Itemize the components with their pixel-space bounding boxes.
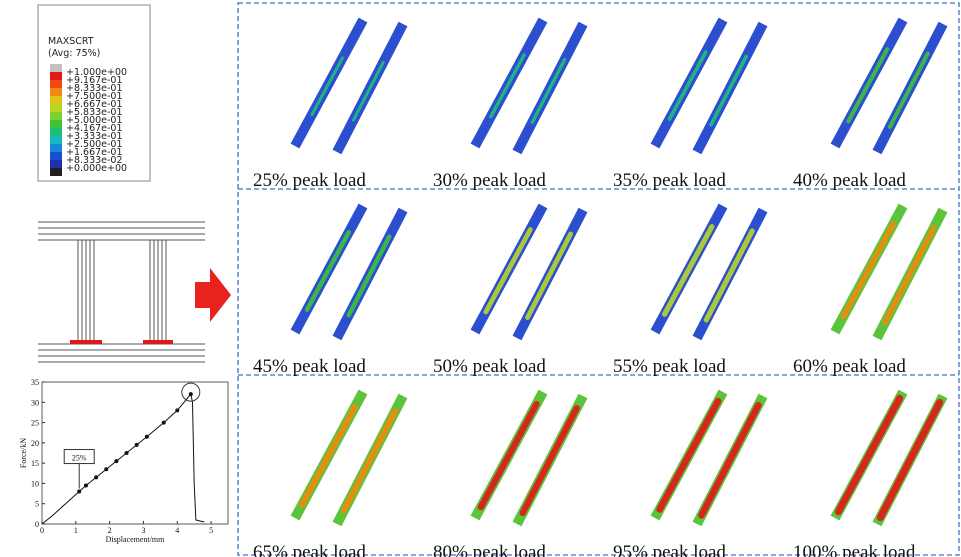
legend-swatch: [50, 80, 62, 88]
damage-zone: [349, 237, 390, 316]
curve-point: [94, 475, 98, 479]
damage-zone: [670, 52, 706, 119]
curve-point: [162, 421, 166, 425]
damage-zone: [706, 231, 752, 320]
adhesive: [143, 340, 173, 344]
legend-swatch: [50, 72, 62, 80]
figure: MAXSCRT (Avg: 75%) +1.000e+00+9.167e-01+…: [0, 0, 961, 557]
legend-swatch: [50, 136, 62, 144]
y-tick-label: 5: [35, 500, 39, 509]
legend-swatch: [50, 168, 62, 176]
curve-point: [84, 483, 88, 487]
damage-zone: [711, 57, 746, 125]
curve-point: [175, 408, 179, 412]
legend-swatch: [50, 144, 62, 152]
damage-zone: [848, 49, 887, 121]
curve-point: [135, 443, 139, 447]
legend-swatch: [50, 112, 62, 120]
curve-point: [114, 459, 118, 463]
x-tick-label: 0: [40, 526, 44, 535]
y-tick-label: 0: [35, 520, 39, 529]
damage-zone: [302, 407, 355, 505]
x-axis-label: Displacement/mm: [106, 535, 165, 544]
legend-swatch: [50, 128, 62, 136]
legend-swatch: [50, 160, 62, 168]
y-tick-label: 25: [31, 419, 39, 428]
y-tick-label: 35: [31, 378, 39, 387]
panel-caption: 65% peak load: [253, 542, 366, 557]
frame-diagram: [38, 222, 205, 362]
panel-caption: 40% peak load: [793, 170, 906, 191]
x-tick-label: 3: [141, 526, 145, 535]
y-tick-label: 30: [31, 398, 39, 407]
damage-zone: [532, 59, 564, 122]
damage-zone: [486, 229, 531, 311]
x-tick-label: 5: [209, 526, 213, 535]
damage-zone: [491, 55, 524, 117]
y-tick-label: 20: [31, 439, 39, 448]
damage-zone: [843, 224, 893, 317]
x-tick-label: 4: [175, 526, 179, 535]
y-axis-label: Force/kN: [19, 438, 28, 468]
legend-swatch: [50, 88, 62, 96]
panel-caption: 45% peak load: [253, 356, 366, 377]
damage-zone: [344, 411, 395, 510]
legend-swatch: [50, 120, 62, 128]
legend-swatch: [50, 96, 62, 104]
panel-caption: 35% peak load: [613, 170, 726, 191]
panel-caption: 100% peak load: [793, 542, 916, 557]
x-tick-label: 1: [74, 526, 78, 535]
damage-zone: [665, 227, 712, 315]
legend-subtitle: (Avg: 75%): [48, 48, 100, 59]
curve-point: [77, 490, 81, 494]
legend-swatch: [50, 64, 62, 72]
annotation: 25%: [72, 454, 87, 463]
panel-caption: 25% peak load: [253, 170, 366, 191]
adhesive: [70, 340, 102, 344]
x-tick-label: 2: [108, 526, 112, 535]
legend-swatch: [50, 104, 62, 112]
panel-frames: [238, 3, 959, 555]
curve-point: [189, 392, 193, 396]
damage-zone: [890, 54, 928, 127]
curve-point: [104, 467, 108, 471]
panel-caption: 95% peak load: [613, 542, 726, 557]
legend-swatch: [50, 152, 62, 160]
panel-caption: 50% peak load: [433, 356, 546, 377]
legend-title: MAXSCRT: [48, 36, 94, 47]
arrow: [195, 268, 231, 322]
damage-zone: [885, 228, 934, 322]
panel-caption: 55% peak load: [613, 356, 726, 377]
damage-zone: [312, 58, 343, 115]
damage-zone: [528, 234, 571, 318]
damage-zone: [354, 62, 384, 120]
panel-caption: 60% peak load: [793, 356, 906, 377]
damage-zone: [307, 232, 349, 309]
y-tick-label: 15: [31, 459, 39, 468]
legend-label: +0.000e+00: [66, 163, 127, 174]
curve-point: [145, 435, 149, 439]
curve-point: [125, 451, 129, 455]
y-tick-label: 10: [31, 479, 39, 488]
panel-caption: 30% peak load: [433, 170, 546, 191]
panel-caption: 80% peak load: [433, 542, 546, 557]
